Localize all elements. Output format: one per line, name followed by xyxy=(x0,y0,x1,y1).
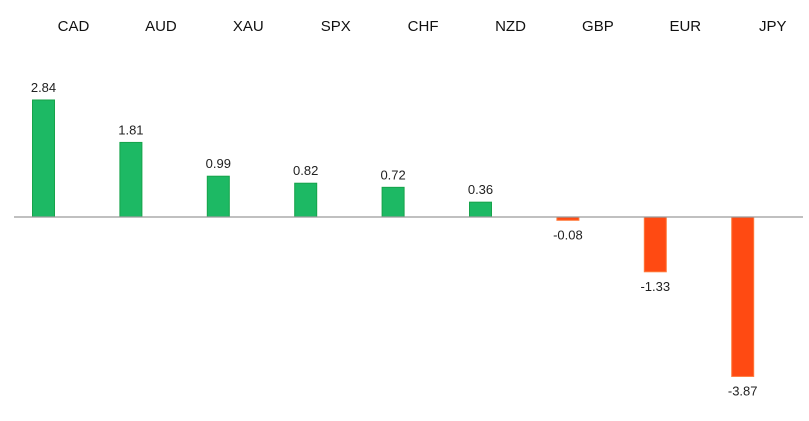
value-label-gbp: -0.08 xyxy=(553,227,583,242)
category-label-nzd: NZD xyxy=(495,18,526,35)
value-label-spx: 0.82 xyxy=(293,163,318,178)
bar-chf xyxy=(381,186,405,218)
bar-eur xyxy=(643,216,667,273)
bars xyxy=(32,99,755,377)
value-label-nzd: 0.36 xyxy=(468,182,493,197)
category-label-chf: CHF xyxy=(408,18,439,35)
bar-aud xyxy=(119,141,143,218)
bar-cad xyxy=(32,99,55,218)
value-label-xau: 0.99 xyxy=(206,156,231,171)
category-labels: CAD AUD XAU SPX CHF NZD GBP EUR JPY xyxy=(58,18,787,35)
bar-xau xyxy=(206,175,230,218)
category-label-eur: EUR xyxy=(669,18,701,35)
bar-nzd xyxy=(469,201,492,218)
category-label-gbp: GBP xyxy=(582,18,614,35)
value-label-cad: 2.84 xyxy=(31,80,56,95)
bar-jpy xyxy=(731,216,755,377)
category-label-xau: XAU xyxy=(233,18,264,35)
category-label-aud: AUD xyxy=(145,18,177,35)
category-label-jpy: JPY xyxy=(759,18,787,35)
category-label-spx: SPX xyxy=(321,18,351,35)
value-label-aud: 1.81 xyxy=(118,122,143,137)
category-label-cad: CAD xyxy=(58,18,90,35)
value-labels: 2.84 1.81 0.99 0.82 0.72 0.36 -0.08 -1.33 -3.87 xyxy=(31,80,758,398)
value-label-eur: -1.33 xyxy=(640,279,670,294)
value-label-chf: 0.72 xyxy=(380,167,405,182)
value-label-jpy: -3.87 xyxy=(728,383,758,398)
bar-spx xyxy=(294,182,318,218)
